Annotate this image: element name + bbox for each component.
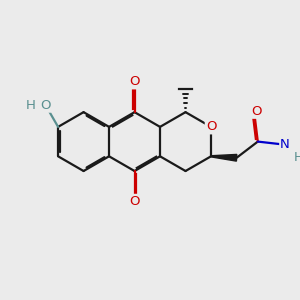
Text: O: O — [40, 99, 51, 112]
Text: O: O — [129, 75, 140, 88]
Text: N: N — [280, 138, 290, 151]
Polygon shape — [211, 154, 237, 161]
Text: O: O — [251, 105, 262, 118]
Text: O: O — [206, 120, 216, 134]
Text: H: H — [25, 99, 35, 112]
Text: O: O — [129, 195, 140, 208]
Text: H: H — [294, 151, 300, 164]
